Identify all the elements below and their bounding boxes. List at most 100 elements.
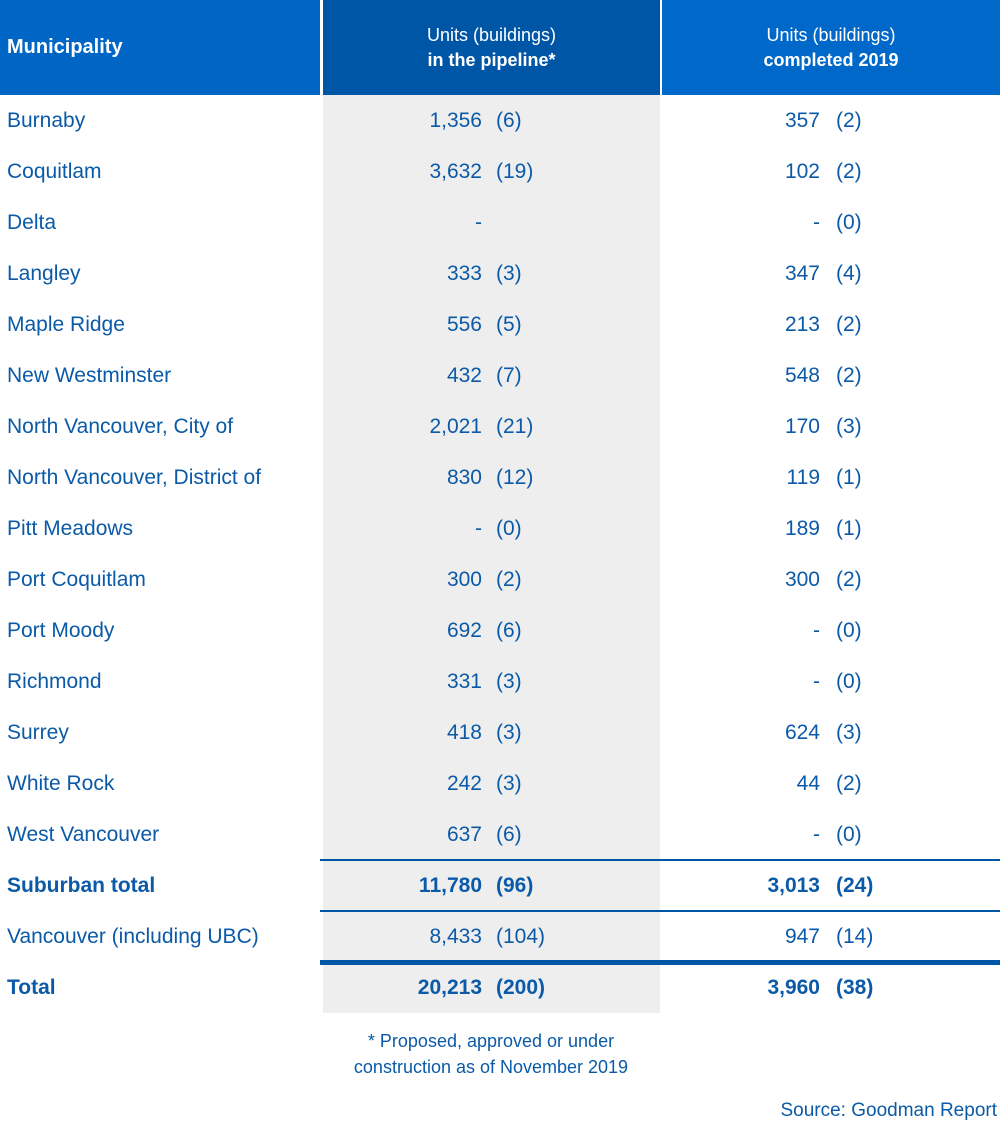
pipeline-units: 692 [446,619,482,642]
table-row: West Vancouver 637 (6) - (0) [0,809,1000,860]
municipality-name: West Vancouver [7,823,160,846]
pipeline-buildings: (6) [496,823,522,846]
table-row: Delta - - (0) [0,197,1000,248]
municipality-name: Maple Ridge [7,313,125,336]
pipeline-buildings: (2) [496,568,522,591]
pipeline-buildings: (3) [496,262,522,285]
pipeline-units: 432 [446,364,482,387]
table-row: Port Moody 692 (6) - (0) [0,605,1000,656]
completed-buildings: (0) [836,211,862,234]
completed-buildings: (14) [836,925,874,948]
pipeline-buildings: (21) [496,415,534,438]
municipality-name: New Westminster [7,364,172,387]
completed-units: 947 [784,925,820,948]
pipeline-buildings: (200) [496,976,546,999]
pipeline-units: 1,356 [429,109,482,132]
municipality-name: Pitt Meadows [7,517,134,540]
pipeline-units: 331 [446,670,482,693]
table-row: Vancouver (including UBC) 8,433 (104) 947 (1… [0,911,1000,962]
table-row: Langley 333 (3) 347 (4) [0,248,1000,299]
pipeline-units: 242 [446,772,482,795]
completed-buildings: (2) [836,772,862,795]
pipeline-buildings: (5) [496,313,522,336]
municipality-name: Total [7,976,56,999]
pipeline-units: 333 [446,262,482,285]
municipality-name: Coquitlam [7,160,102,183]
completed-units: - [813,823,820,846]
divider [320,859,1000,861]
pipeline-units: 300 [446,568,482,591]
completed-buildings: (2) [836,313,862,336]
pipeline-buildings: (96) [496,874,534,897]
header-label-bold: completed 2019 [763,49,899,70]
table-row: North Vancouver, City of 2,021 (21) 170 (3) [0,401,1000,452]
table-row: Coquitlam 3,632 (19) 102 (2) [0,146,1000,197]
municipality-name: Suburban total [7,874,156,897]
completed-buildings: (24) [836,874,874,897]
completed-units: 548 [784,364,820,387]
municipality-name: Richmond [7,670,102,693]
completed-units: 170 [784,415,820,438]
table-row: Total 20,213 (200) 3,960 (38) [0,962,1000,1013]
completed-buildings: (4) [836,262,862,285]
header-label-bold: in the pipeline* [427,49,556,70]
header-label: Units (buildings) [426,24,557,45]
pipeline-units: 8,433 [429,925,482,948]
completed-units: - [813,211,820,234]
municipality-name: White Rock [7,772,115,795]
completed-buildings: (2) [836,568,862,591]
pipeline-units: 556 [446,313,482,336]
completed-units: 102 [784,160,820,183]
pipeline-buildings: (6) [496,619,522,642]
completed-units: 3,013 [767,874,820,897]
completed-units: 300 [784,568,820,591]
completed-buildings: (0) [836,823,862,846]
pipeline-buildings: (12) [496,466,534,489]
pipeline-buildings: (104) [496,925,546,948]
completed-buildings: (2) [836,364,862,387]
municipality-name: Langley [7,262,81,285]
completed-units: - [813,619,820,642]
pipeline-units: 11,780 [418,874,482,897]
municipality-name: Port Moody [7,619,115,642]
municipality-name: Delta [7,211,57,234]
divider [320,910,1000,912]
footnote-line: * Proposed, approved or under [367,1031,615,1051]
table-row: Pitt Meadows - (0) 189 (1) [0,503,1000,554]
completed-units: 357 [784,109,820,132]
table-row: White Rock 242 (3) 44 (2) [0,758,1000,809]
source-note: Source: Goodman Report [780,1100,997,1121]
completed-buildings: (3) [836,721,862,744]
pipeline-buildings: (3) [496,721,522,744]
completed-buildings: (0) [836,670,862,693]
pipeline-buildings: (3) [496,670,522,693]
completed-units: 347 [784,262,820,285]
municipality-name: Surrey [7,721,69,744]
pipeline-buildings: (0) [496,517,522,540]
footnote: * Proposed, approved or under constructi… [290,1028,692,1080]
pipeline-units: 3,632 [429,160,482,183]
table-row: Port Coquitlam 300 (2) 300 (2) [0,554,1000,605]
pipeline-units: 830 [446,466,482,489]
pipeline-units: 2,021 [429,415,482,438]
completed-units: 44 [796,772,820,795]
completed-buildings: (0) [836,619,862,642]
header-label: Units (buildings) [766,24,896,45]
completed-units: 624 [784,721,820,744]
header-label: Municipality [7,36,123,58]
completed-buildings: (1) [836,517,862,540]
pipeline-buildings: (7) [496,364,522,387]
table-row: Suburban total 11,780 (96) 3,013 (24) [0,860,1000,911]
table-row: Burnaby 1,356 (6) 357 (2) [0,95,1000,146]
divider-thick [320,960,1000,965]
table-row: Maple Ridge 556 (5) 213 (2) [0,299,1000,350]
municipality-name: North Vancouver, City of [7,415,234,438]
pipeline-units: 637 [446,823,482,846]
pipeline-buildings: (3) [496,772,522,795]
pipeline-buildings: (19) [496,160,534,183]
header-completed: Units (buildings) completed 2019 [662,0,1000,95]
completed-units: 3,960 [767,976,820,999]
municipality-name: Port Coquitlam [7,568,146,591]
completed-units: - [813,670,820,693]
completed-buildings: (2) [836,109,862,132]
